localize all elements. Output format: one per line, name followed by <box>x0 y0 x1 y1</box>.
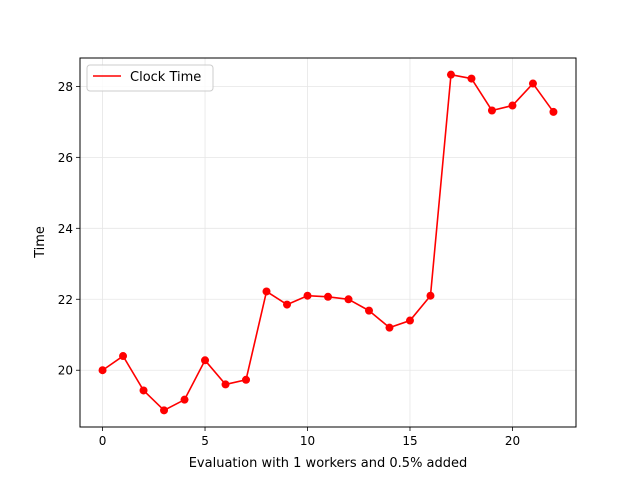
data-point <box>303 291 312 300</box>
legend-frame <box>86 64 214 92</box>
data-point <box>364 306 373 315</box>
y-tick-label: 28 <box>58 80 73 94</box>
y-tick-label: 24 <box>58 222 73 236</box>
y-tick-label: 26 <box>58 151 73 165</box>
data-point <box>528 79 537 88</box>
y-axis-label: Time <box>33 226 48 259</box>
plot-frame <box>79 57 577 428</box>
x-tick-label: 5 <box>201 434 209 448</box>
data-point <box>221 380 230 389</box>
series-layer <box>98 70 558 415</box>
data-point <box>385 323 394 332</box>
data-point <box>405 316 414 325</box>
data-point <box>426 291 435 300</box>
data-point <box>262 287 271 296</box>
data-point <box>324 292 332 301</box>
x-tick-label: 20 <box>505 434 520 448</box>
grid <box>80 58 576 427</box>
ticks: 0 5 10 15 20 20 22 24 26 28 <box>58 80 520 448</box>
legend: Clock Time <box>86 64 214 92</box>
data-point <box>508 101 517 110</box>
data-point <box>242 375 251 384</box>
data-point <box>344 295 353 304</box>
x-tick-label: 15 <box>402 434 417 448</box>
data-point <box>201 356 210 365</box>
x-axis-label: Evaluation with 1 workers and 0.5% added <box>189 456 468 471</box>
x-tick-label: 0 <box>99 434 107 448</box>
data-point <box>283 300 292 309</box>
data-point <box>446 70 455 79</box>
data-point <box>467 74 476 83</box>
data-point <box>487 106 496 115</box>
x-tick-label: 10 <box>300 434 315 448</box>
data-point <box>139 386 148 395</box>
plot-area <box>80 58 576 427</box>
legend-label: Clock Time <box>130 70 201 85</box>
data-point <box>119 352 128 361</box>
data-point <box>160 406 169 415</box>
data-point <box>180 395 189 404</box>
y-tick-label: 20 <box>58 364 73 378</box>
data-point <box>98 366 107 375</box>
data-point <box>549 107 558 116</box>
y-tick-label: 22 <box>58 293 73 307</box>
